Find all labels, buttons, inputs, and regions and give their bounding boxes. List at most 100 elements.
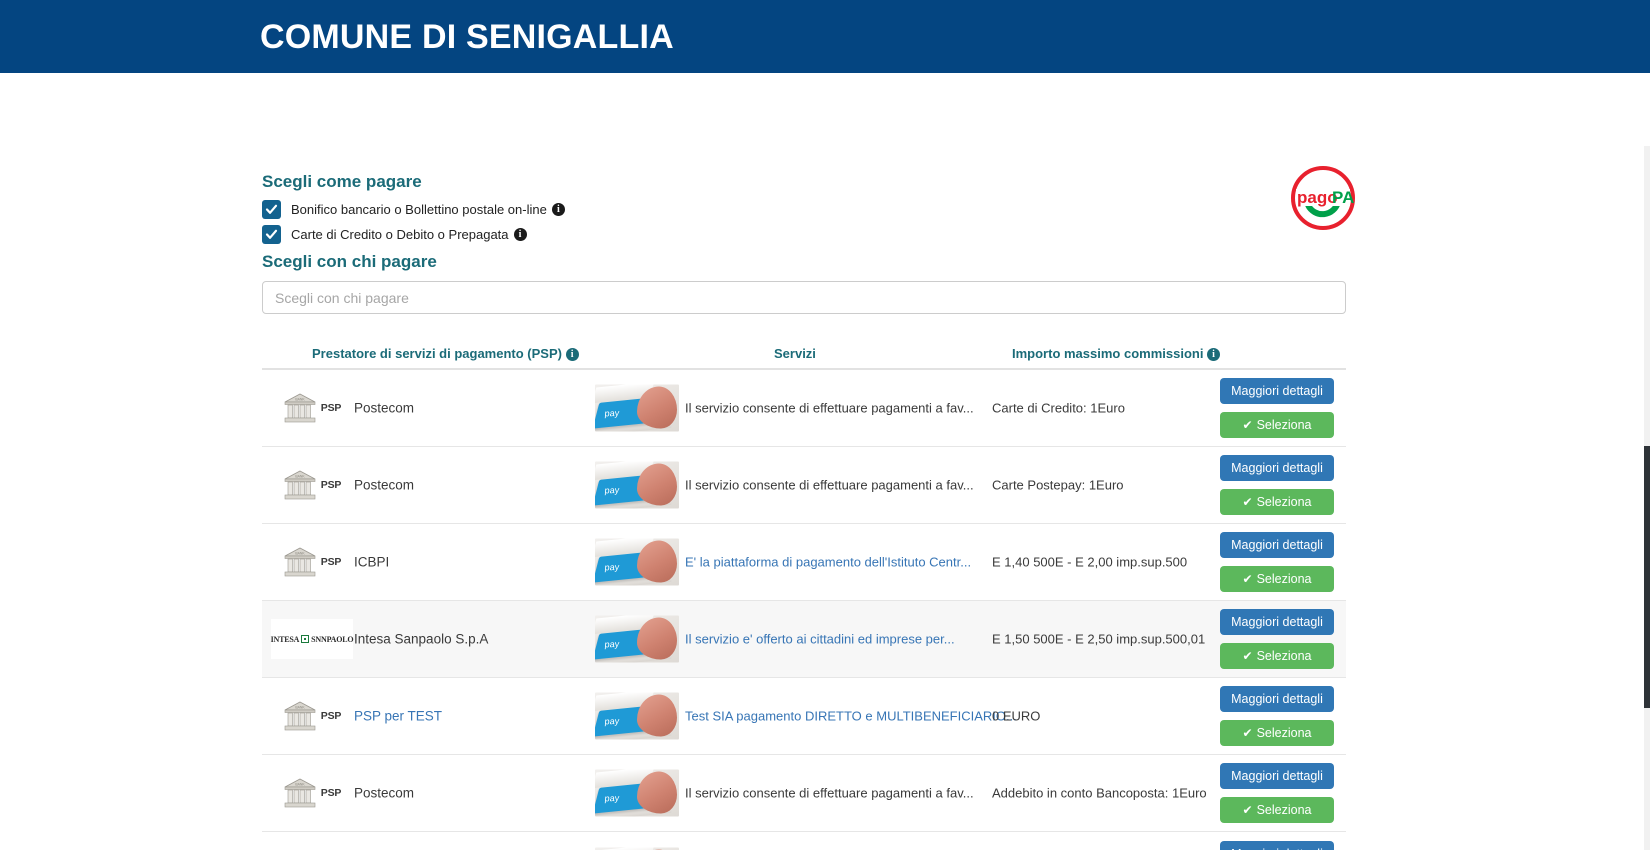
maggiori-dettagli-button[interactable]: Maggiori dettagli (1220, 763, 1334, 789)
psp-tag-label: PSP (320, 556, 342, 568)
search-field-wrapper (262, 281, 1346, 314)
max-commission-amount: E 1,50 500E - E 2,50 imp.sup.500,01 (992, 631, 1206, 647)
bank-icon: BANK PSP (283, 699, 341, 733)
table-row[interactable]: BANK PSP Postecom Il servizio consente d… (262, 370, 1346, 447)
column-header-importo[interactable]: Importo massimo commissioni i (1012, 346, 1221, 362)
service-image (595, 384, 679, 432)
payment-method-row[interactable]: Carte di Credito o Debito o Prepagata i (262, 224, 565, 245)
page-body: pago PA Scegli come pagare Bonifico banc… (0, 73, 1650, 850)
info-icon[interactable]: i (1207, 348, 1221, 362)
svg-text:pago: pago (1297, 188, 1338, 207)
column-header-servizi[interactable]: Servizi (774, 346, 816, 361)
bank-icon: BANK PSP (283, 545, 341, 579)
payment-method-text: Bonifico bancario o Bollettino postale o… (291, 202, 547, 217)
service-description[interactable]: Il servizio e' offerto ai cittadini ed i… (685, 631, 955, 647)
pay-key-photo (595, 461, 679, 509)
payment-methods-list: Bonifico bancario o Bollettino postale o… (262, 199, 565, 249)
svg-text:BANK: BANK (295, 398, 305, 402)
check-icon: ✔ (1242, 803, 1253, 817)
table-header-row: Prestatore di servizi di pagamento (PSP)… (262, 339, 1346, 370)
max-commission-amount: Carte di Credito: 1Euro (992, 400, 1125, 416)
svg-text:BANK: BANK (295, 783, 305, 787)
row-actions: Maggiori dettagli ✔Seleziona (1220, 686, 1334, 746)
checkbox-bonifico[interactable] (262, 200, 281, 219)
page-title: COMUNE DI SENIGALLIA (260, 17, 674, 56)
section-title-who-to-pay: Scegli con chi pagare (262, 252, 437, 271)
search-input[interactable] (262, 281, 1346, 314)
seleziona-button[interactable]: ✔ Seleziona (1220, 566, 1334, 592)
check-icon: ✔ (1242, 495, 1253, 509)
service-image (595, 538, 679, 586)
row-actions: Maggiori dettagli ✔Seleziona (1220, 532, 1334, 592)
seleziona-button[interactable]: ✔ Seleziona (1220, 797, 1334, 823)
check-icon: ✔ (1242, 726, 1253, 740)
table-row[interactable]: BANK PSP Postecom Il servizio consente d… (262, 755, 1346, 832)
service-description: Il servizio consente di effettuare pagam… (685, 785, 974, 801)
payment-method-row[interactable]: Bonifico bancario o Bollettino postale o… (262, 199, 565, 220)
row-actions: Maggiori dettagli ✔Seleziona (1220, 840, 1334, 850)
column-header-servizi-label: Servizi (774, 346, 816, 361)
psp-name: Postecom (354, 400, 415, 416)
psp-logo-cell: BANK PSP (270, 462, 354, 508)
service-description[interactable]: Test SIA pagamento DIRETTO e MULTIBENEFI… (685, 708, 1017, 724)
service-image (595, 769, 679, 817)
bank-icon: BANK PSP (283, 391, 341, 425)
bank-icon: BANK PSP (283, 776, 341, 810)
table-rows: BANK PSP Postecom Il servizio consente d… (262, 370, 1346, 850)
row-actions: Maggiori dettagli ✔Seleziona (1220, 609, 1334, 669)
payment-method-label: Bonifico bancario o Bollettino postale o… (291, 202, 565, 217)
info-icon[interactable]: i (565, 348, 579, 362)
table-row[interactable]: BANK PSP ICBPI E' la piattaforma di paga… (262, 524, 1346, 601)
bank-icon: BANK PSP (283, 468, 341, 502)
payment-method-text: Carte di Credito o Debito o Prepagata (291, 227, 509, 242)
psp-tag-label: PSP (320, 479, 342, 491)
service-description[interactable]: E' la piattaforma di pagamento dell'Isti… (685, 554, 972, 570)
psp-logo-cell: BANK PSP (270, 770, 354, 816)
pay-key-photo (595, 692, 679, 740)
checkbox-carte[interactable] (262, 225, 281, 244)
seleziona-button[interactable]: ✔ Seleziona (1220, 643, 1334, 669)
pay-key-photo (595, 384, 679, 432)
maggiori-dettagli-button[interactable]: Maggiori dettagli (1220, 609, 1334, 635)
pagopa-logo: pago PA (1288, 163, 1358, 233)
info-icon[interactable]: i (513, 228, 527, 241)
maggiori-dettagli-button[interactable]: Maggiori dettagli (1220, 532, 1334, 558)
max-commission-amount: Carte Postepay: 1Euro (992, 477, 1124, 493)
table-row[interactable]: BANK PSP PSP per TEST Test SIA pagamento… (262, 832, 1346, 850)
maggiori-dettagli-button[interactable]: Maggiori dettagli (1220, 455, 1334, 481)
row-actions: Maggiori dettagli ✔Seleziona (1220, 455, 1334, 515)
svg-text:BANK: BANK (295, 552, 305, 556)
service-image (595, 692, 679, 740)
maggiori-dettagli-button[interactable]: Maggiori dettagli (1220, 686, 1334, 712)
svg-text:BANK: BANK (295, 475, 305, 479)
check-icon: ✔ (1242, 649, 1253, 663)
psp-logo-cell: BANK PSP (270, 539, 354, 585)
maggiori-dettagli-button[interactable]: Maggiori dettagli (1220, 840, 1334, 850)
column-header-psp[interactable]: Prestatore di servizi di pagamento (PSP)… (312, 346, 579, 362)
seleziona-button[interactable]: ✔ Seleziona (1220, 489, 1334, 515)
payment-method-label: Carte di Credito o Debito o Prepagata i (291, 227, 527, 242)
pay-key-photo (595, 615, 679, 663)
table-row[interactable]: BANK PSP Postecom Il servizio consente d… (262, 447, 1346, 524)
seleziona-button[interactable]: ✔ Seleziona (1220, 720, 1334, 746)
psp-table: Prestatore di servizi di pagamento (PSP)… (262, 339, 1346, 850)
psp-logo-cell: BANK PSP (270, 385, 354, 431)
psp-name[interactable]: PSP per TEST (354, 708, 443, 724)
seleziona-button[interactable]: ✔ Seleziona (1220, 412, 1334, 438)
service-image (595, 461, 679, 509)
check-icon: ✔ (1242, 572, 1253, 586)
svg-text:BANK: BANK (295, 706, 305, 710)
column-header-importo-label: Importo massimo commissioni (1012, 346, 1204, 361)
svg-text:PA: PA (1332, 188, 1354, 207)
psp-name: Intesa Sanpaolo S.p.A (354, 631, 489, 647)
service-image (595, 615, 679, 663)
table-row[interactable]: BANK PSP PSP per TEST Test SIA pagamento… (262, 678, 1346, 755)
info-icon[interactable]: i (551, 203, 565, 216)
scrollbar-thumb[interactable] (1644, 446, 1650, 708)
psp-name: Postecom (354, 477, 415, 493)
page-scrollbar[interactable] (1644, 146, 1650, 850)
psp-tag-label: PSP (320, 787, 342, 799)
service-description: Il servizio consente di effettuare pagam… (685, 477, 974, 493)
maggiori-dettagli-button[interactable]: Maggiori dettagli (1220, 378, 1334, 404)
